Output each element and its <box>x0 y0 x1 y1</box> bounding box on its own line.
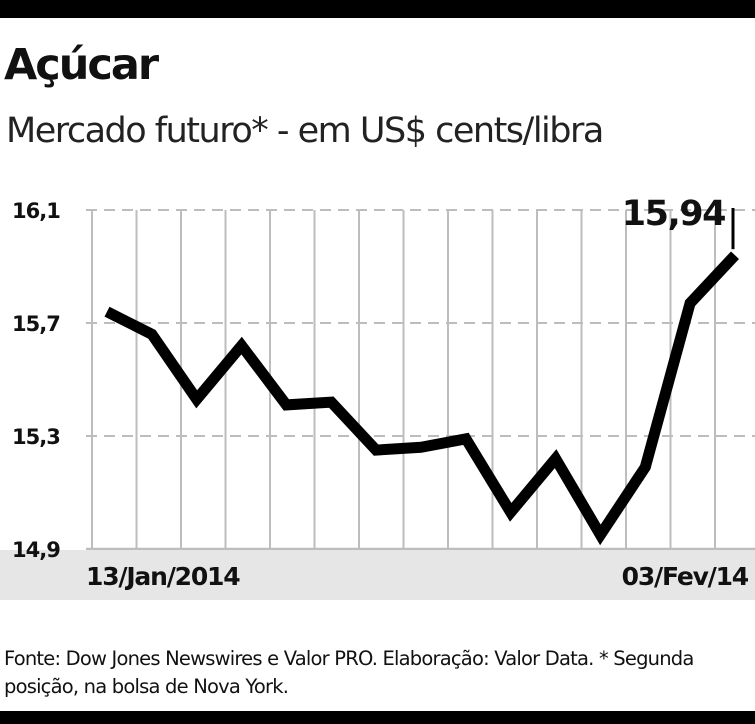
y-tick-label: 15,7 <box>12 312 60 336</box>
x-tick-label-first: 13/Jan/2014 <box>86 562 240 591</box>
last-value-label: 15,94 <box>622 194 725 234</box>
line-chart: 16,1 15,7 15,3 14,9 13/Jan/2014 03/Fev/14 15… <box>0 194 755 600</box>
annotations: 15,94 <box>622 194 735 250</box>
y-axis-ticks: 16,1 15,7 15,3 14,9 <box>12 199 61 562</box>
footnote: * Segunda posição, na bolsa de Nova York… <box>4 647 694 698</box>
x-axis-band <box>0 550 755 600</box>
x-axis-ticks: 13/Jan/2014 03/Fev/14 <box>86 562 750 591</box>
y-tick-label: 15,3 <box>12 425 60 449</box>
y-tick-label: 16,1 <box>12 199 60 223</box>
chart-footer: Fonte: Dow Jones Newswires e Valor PRO. … <box>4 645 752 701</box>
bottom-rule <box>0 711 755 724</box>
chart-subtitle: Mercado futuro* - em US$ cents/libra <box>6 111 604 151</box>
top-rule <box>0 0 755 18</box>
series-layer <box>104 251 740 546</box>
chart-title: Açúcar <box>4 40 159 90</box>
x-tick-label-last: 03/Fev/14 <box>622 562 749 591</box>
source-note: Fonte: Dow Jones Newswires e Valor PRO. … <box>4 647 594 670</box>
series-line <box>104 251 740 546</box>
y-tick-label: 14,9 <box>12 538 60 562</box>
